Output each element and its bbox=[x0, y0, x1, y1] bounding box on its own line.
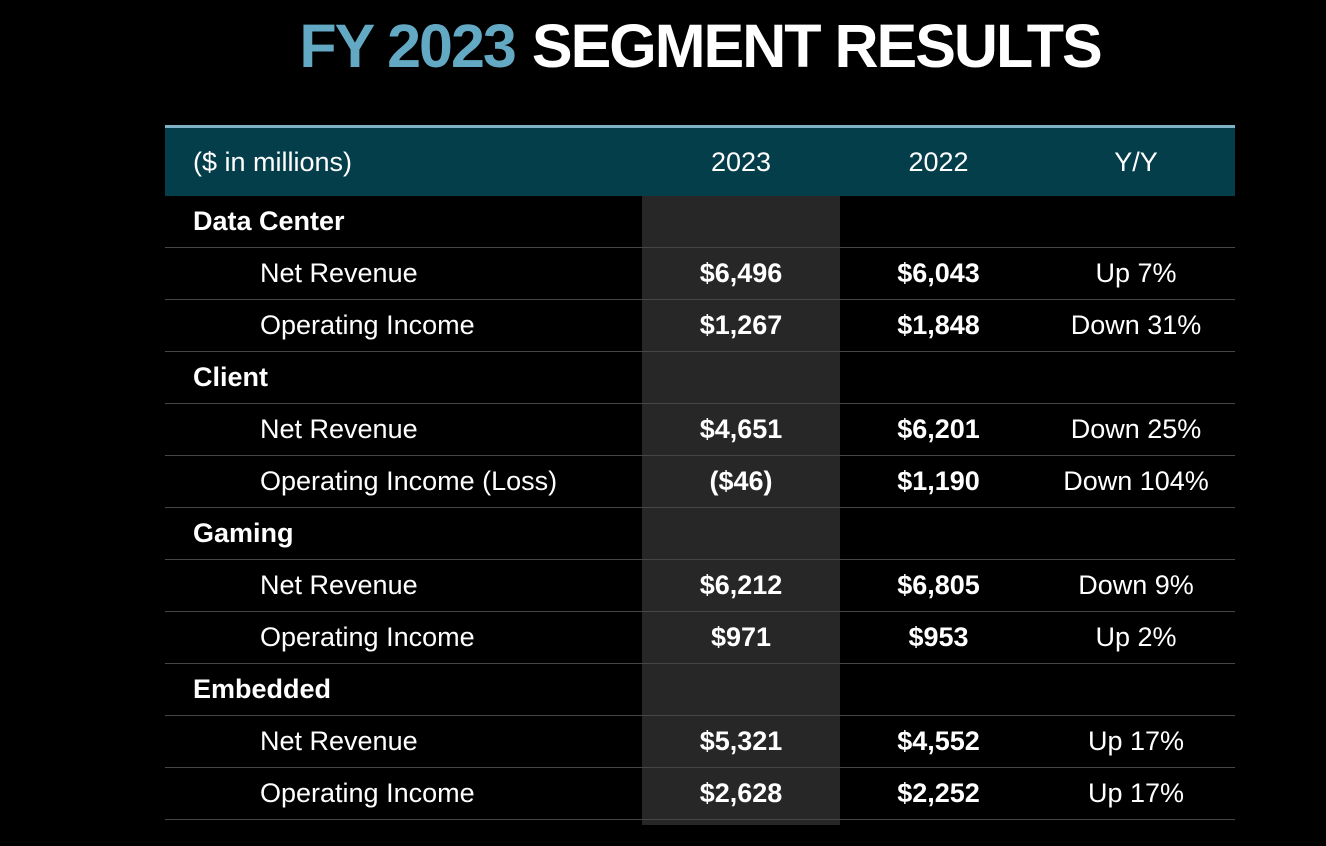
value-2022: $4,552 bbox=[897, 726, 980, 756]
title-fiscal-year: FY 2023 bbox=[299, 12, 516, 80]
header-units-label: ($ in millions) bbox=[193, 146, 353, 177]
metric-label: Operating Income bbox=[260, 310, 475, 340]
value-2023: ($46) bbox=[709, 466, 773, 496]
header-col-2023: 2023 bbox=[710, 146, 772, 177]
section-name-label: Data Center bbox=[193, 206, 345, 236]
metric-row: Operating Income $2,628 $2,252 Up 17% bbox=[165, 768, 1235, 820]
metric-row: Net Revenue $6,212 $6,805 Down 9% bbox=[165, 560, 1235, 612]
section-name-label: Embedded bbox=[193, 674, 332, 704]
value-2022: $6,805 bbox=[897, 570, 980, 600]
metric-row: Operating Income $1,267 $1,848 Down 31% bbox=[165, 300, 1235, 352]
value-yy: Down 31% bbox=[1070, 310, 1202, 340]
value-2022: $6,201 bbox=[897, 414, 980, 444]
metric-label: Net Revenue bbox=[260, 258, 418, 288]
table-body: Data Center Net Revenue $6,496 $6,043 Up 7% O… bbox=[165, 196, 1235, 825]
value-2022: $1,848 bbox=[897, 310, 980, 340]
metric-label: Net Revenue bbox=[260, 726, 418, 756]
metric-row: Net Revenue $6,496 $6,043 Up 7% bbox=[165, 248, 1235, 300]
value-yy: Up 2% bbox=[1095, 622, 1177, 652]
page-title: FY 2023 SEGMENT RESULTS bbox=[165, 10, 1235, 82]
section-header-row: Embedded bbox=[165, 664, 1235, 716]
metric-label: Operating Income bbox=[260, 622, 475, 652]
section-name-label: Gaming bbox=[193, 518, 294, 548]
header-col-yy: Y/Y bbox=[1114, 146, 1158, 177]
header-col-2022: 2022 bbox=[908, 146, 969, 177]
metric-row: Net Revenue $4,651 $6,201 Down 25% bbox=[165, 404, 1235, 456]
value-2022: $953 bbox=[908, 622, 969, 652]
value-2022: $6,043 bbox=[897, 258, 980, 288]
value-yy: Down 104% bbox=[1063, 466, 1209, 496]
value-yy: Down 25% bbox=[1070, 414, 1202, 444]
metric-label: Net Revenue bbox=[260, 414, 418, 444]
value-yy: Up 7% bbox=[1095, 258, 1177, 288]
value-2023: $6,212 bbox=[699, 570, 783, 600]
metric-label: Operating Income (Loss) bbox=[260, 466, 558, 496]
value-2023: $4,651 bbox=[699, 414, 783, 444]
value-2023: $1,267 bbox=[699, 310, 783, 340]
metric-label: Operating Income bbox=[260, 778, 475, 808]
metric-row: Operating Income (Loss) ($46) $1,190 Down 1… bbox=[165, 456, 1235, 508]
value-2023: $5,321 bbox=[699, 726, 783, 756]
highlight-column-2023 bbox=[642, 196, 840, 825]
value-2022: $2,252 bbox=[897, 778, 980, 808]
value-2023: $6,496 bbox=[699, 258, 783, 288]
title-rest: SEGMENT RESULTS bbox=[531, 12, 1103, 80]
value-2022: $1,190 bbox=[897, 466, 980, 496]
table-header-row: ($ in millions) 2023 2022 Y/Y bbox=[165, 125, 1235, 196]
metric-row: Net Revenue $5,321 $4,552 Up 17% bbox=[165, 716, 1235, 768]
metric-row: Operating Income $971 $953 Up 2% bbox=[165, 612, 1235, 664]
metric-label: Net Revenue bbox=[260, 570, 418, 600]
segment-results-table: ($ in millions) 2023 2022 Y/Y Data Cente… bbox=[165, 125, 1235, 825]
section-name-label: Client bbox=[193, 362, 269, 392]
section-header-row: Gaming bbox=[165, 508, 1235, 560]
section-header-row: Client bbox=[165, 352, 1235, 404]
value-yy: Up 17% bbox=[1087, 778, 1185, 808]
value-2023: $2,628 bbox=[699, 778, 783, 808]
value-yy: Up 17% bbox=[1087, 726, 1185, 756]
section-header-row: Data Center bbox=[165, 196, 1235, 248]
value-yy: Down 9% bbox=[1078, 570, 1194, 600]
value-2023: $971 bbox=[710, 622, 772, 652]
